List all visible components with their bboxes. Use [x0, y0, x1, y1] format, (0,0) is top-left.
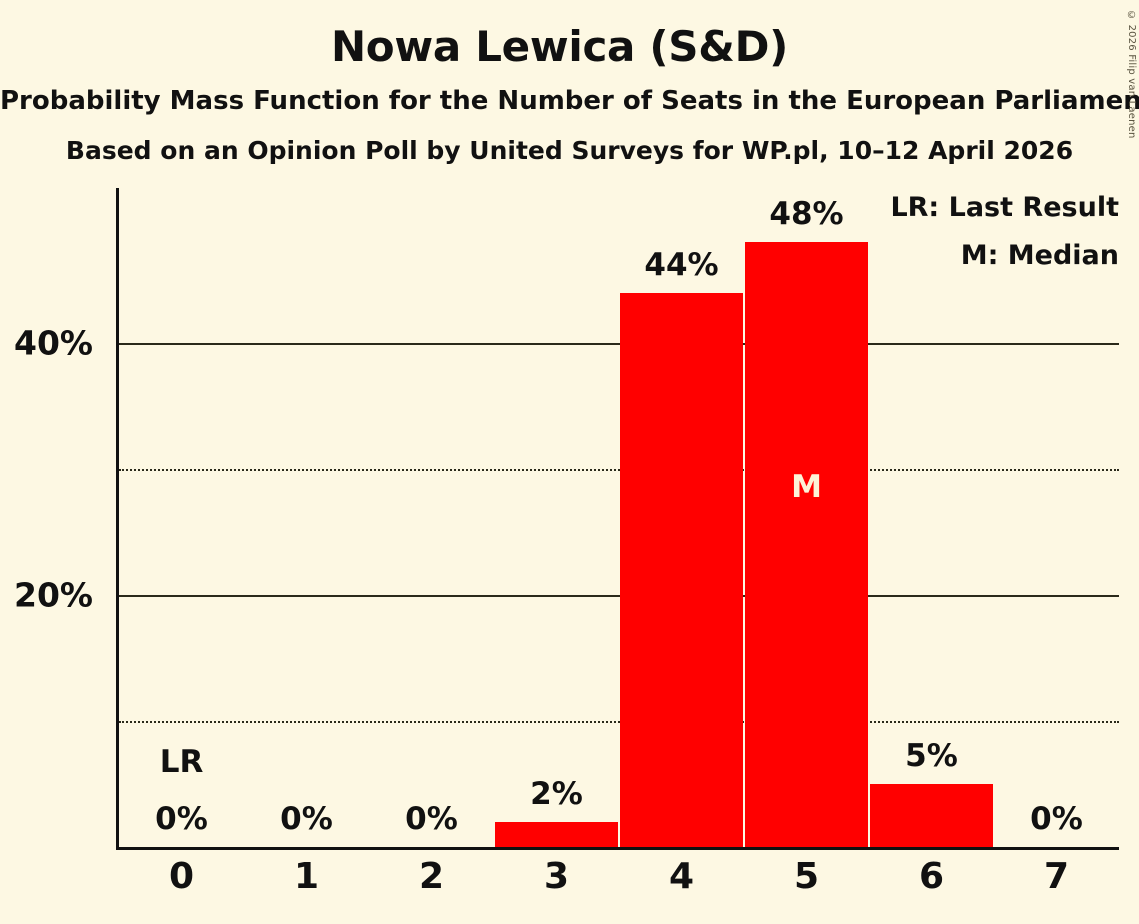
bar-value-label-5: 48%	[769, 196, 844, 233]
x-axis-tick-label-0: 0	[168, 856, 195, 897]
x-axis-line	[116, 847, 1119, 850]
x-axis-tick-label-3: 3	[543, 856, 570, 897]
bar-value-label-0: 0%	[155, 801, 208, 837]
x-axis-tick-label-1: 1	[293, 856, 320, 897]
x-axis-tick-label-4: 4	[668, 856, 695, 897]
bar-6	[870, 784, 993, 847]
median-marker: M	[791, 468, 822, 505]
plot-area: 20% 40% 0% LR 0% 0% 2% 44% 48% M 5% 0% 0 1 2 3 4 5 6 7	[14, 188, 1119, 897]
y-axis-line	[116, 188, 119, 847]
last-result-marker: LR	[159, 744, 204, 780]
page-title: Nowa Lewica (S&D)	[330, 22, 789, 71]
y-axis-tick-label: 20%	[14, 575, 93, 615]
x-axis-tick-label-2: 2	[418, 856, 445, 897]
bar-value-label-6: 5%	[905, 737, 958, 774]
chart-source-line: Based on an Opinion Poll by United Surve…	[65, 136, 1074, 165]
bar-4	[620, 292, 743, 847]
x-axis-tick-label-5: 5	[793, 856, 820, 897]
bar-3	[495, 821, 618, 847]
copyright-notice: © 2026 Filip van Laenen	[1126, 10, 1137, 139]
bar-value-label-1: 0%	[280, 801, 333, 837]
chart-subtitle: Probability Mass Function for the Number…	[0, 86, 1139, 116]
bar-value-label-2: 0%	[405, 801, 458, 837]
bar-value-label-7: 0%	[1030, 801, 1083, 837]
gridline-10	[119, 720, 1119, 723]
chart-legend: LR: Last Result M: Median	[890, 184, 1119, 280]
gridline-20	[119, 594, 1119, 597]
bar-value-label-3: 2%	[530, 775, 583, 812]
y-axis-tick-label: 40%	[14, 323, 93, 363]
x-axis-tick-label-6: 6	[918, 856, 945, 897]
x-axis-tick-label-7: 7	[1043, 856, 1070, 897]
gridline-30	[119, 468, 1119, 471]
legend-item-last-result: LR: Last Result	[890, 192, 1119, 223]
bar-5	[745, 242, 868, 847]
legend-item-median: M: Median	[960, 240, 1119, 271]
bar-value-label-4: 44%	[644, 246, 719, 283]
gridline-40	[119, 342, 1119, 345]
